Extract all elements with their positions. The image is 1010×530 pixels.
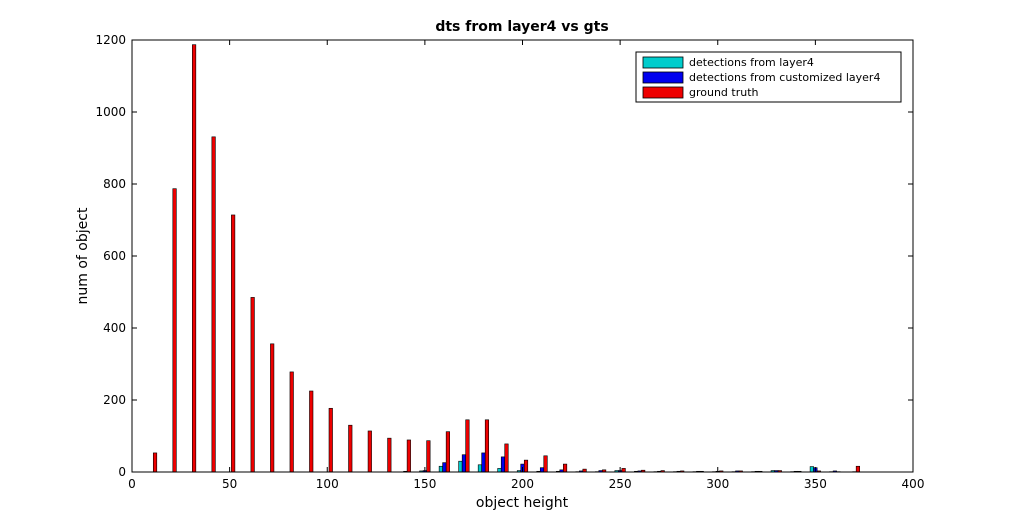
bar-ground-truth-110 — [348, 424, 353, 473]
legend-label: detections from layer4 — [689, 56, 814, 69]
bar-detections-from-customized-layer4-170 — [461, 454, 466, 473]
legend-swatch — [642, 71, 684, 84]
y-tick-label: 400 — [103, 321, 126, 335]
bar-ground-truth-220 — [563, 463, 568, 473]
legend-label: detections from customized layer4 — [689, 71, 880, 84]
y-tick-label: 0 — [118, 465, 126, 479]
bar-detections-from-layer4-190 — [497, 468, 502, 473]
y-tick-label: 600 — [103, 249, 126, 263]
bar-ground-truth-40 — [211, 136, 216, 473]
bar-ground-truth-140 — [406, 439, 411, 473]
bar-detections-from-customized-layer4-210 — [539, 467, 545, 473]
bar-ground-truth-50 — [231, 214, 236, 473]
bar-ground-truth-210 — [543, 455, 548, 473]
x-tick-label: 100 — [316, 477, 339, 491]
x-tick-label: 0 — [128, 477, 136, 491]
bar-ground-truth-130 — [387, 437, 392, 473]
bar-ground-truth-370 — [855, 465, 860, 473]
bar-ground-truth-60 — [250, 297, 255, 473]
bar-ground-truth-10 — [152, 452, 158, 473]
bar-ground-truth-200 — [523, 459, 529, 473]
bar-ground-truth-170 — [465, 419, 470, 473]
bar-detections-from-customized-layer4-190 — [500, 456, 506, 473]
plot-area — [132, 40, 913, 472]
x-tick-label: 300 — [706, 477, 729, 491]
bar-ground-truth-190 — [504, 443, 509, 473]
bar-ground-truth-100 — [328, 407, 333, 473]
y-tick-label: 1000 — [95, 105, 126, 119]
x-tick-label: 400 — [902, 477, 925, 491]
bar-ground-truth-250 — [621, 468, 626, 473]
bar-detections-from-layer4-350 — [809, 466, 814, 473]
y-tick-label: 1200 — [95, 33, 126, 47]
bar-ground-truth-90 — [309, 390, 314, 473]
x-axis-label: object height — [476, 495, 569, 511]
y-tick-label: 800 — [103, 177, 126, 191]
x-tick-label: 50 — [222, 477, 237, 491]
bar-detections-from-customized-layer4-180 — [481, 452, 486, 473]
bar-ground-truth-180 — [484, 419, 490, 473]
bar-detections-from-layer4-160 — [438, 465, 443, 473]
bar-ground-truth-30 — [192, 44, 197, 473]
legend-swatch — [642, 86, 684, 99]
plot-frame — [131, 39, 914, 473]
x-tick-label: 350 — [804, 477, 827, 491]
legend: detections from layer4 detections from cu… — [635, 51, 902, 103]
bar-ground-truth-120 — [367, 430, 372, 473]
bar-ground-truth-150 — [426, 440, 431, 473]
bar-detections-from-layer4-180 — [477, 464, 482, 473]
bar-ground-truth-20 — [172, 188, 177, 473]
x-tick-label: 200 — [511, 477, 534, 491]
bar-detections-from-customized-layer4-160 — [442, 462, 447, 473]
bar-ground-truth-80 — [289, 371, 294, 473]
ticks-group: 0 50 100 150 200 250 300 350 400 0 200 400 600 800 100… — [95, 33, 924, 491]
x-tick-label: 150 — [413, 477, 436, 491]
chart-title: dts from layer4 vs gts — [435, 19, 608, 35]
legend-swatch — [642, 56, 684, 69]
bar-detections-from-layer4-170 — [458, 460, 463, 473]
y-axis-label: num of object — [75, 207, 91, 304]
bar-ground-truth-160 — [445, 431, 450, 473]
x-tick-label: 250 — [609, 477, 632, 491]
legend-label: ground truth — [689, 86, 759, 99]
bar-ground-truth-70 — [270, 343, 275, 473]
y-tick-label: 200 — [103, 393, 126, 407]
